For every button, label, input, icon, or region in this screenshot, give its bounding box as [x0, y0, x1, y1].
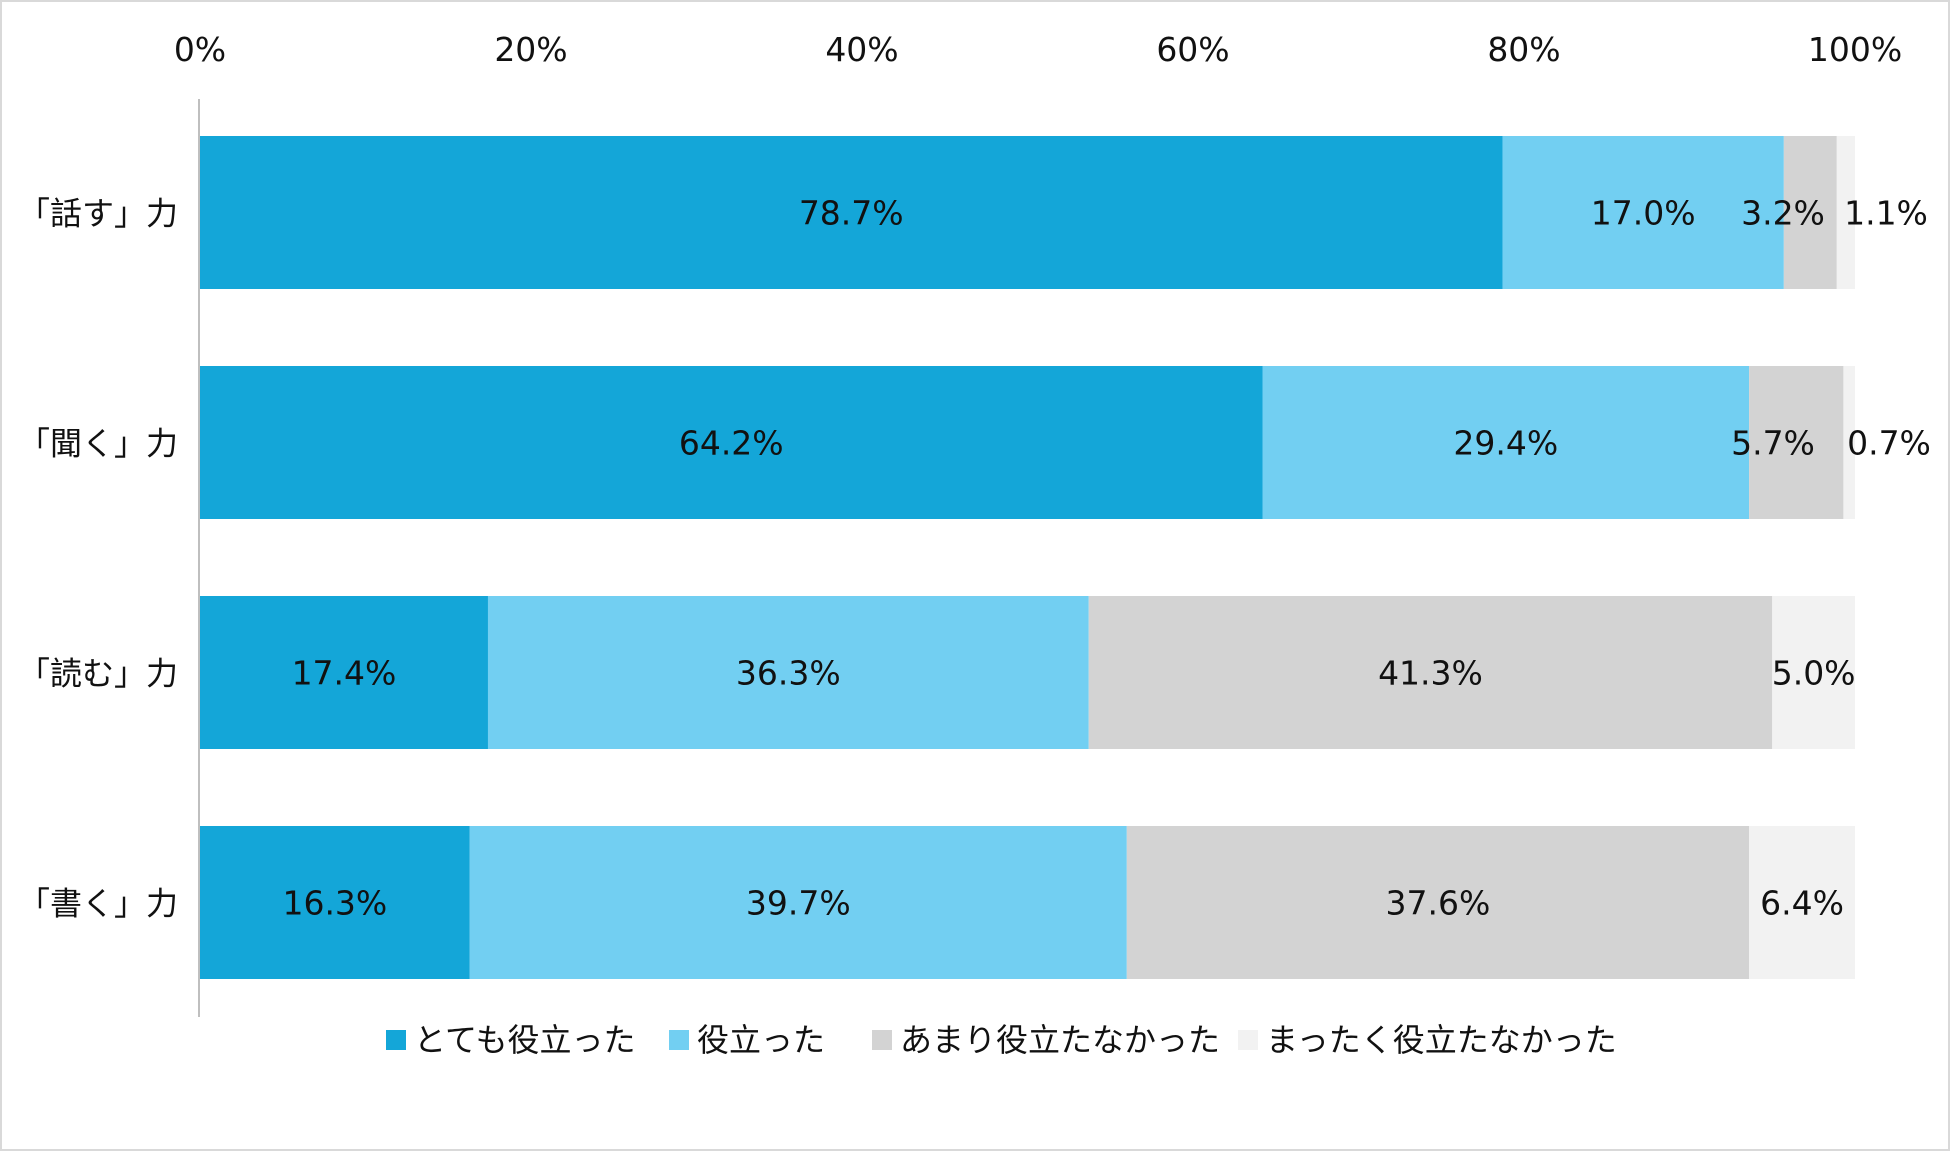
legend-swatch — [872, 1030, 892, 1050]
data-label: 3.2% — [1741, 194, 1825, 233]
data-label: 37.6% — [1386, 884, 1491, 923]
data-label: 41.3% — [1378, 654, 1483, 693]
bar-segment — [1126, 826, 1750, 979]
bar-segment — [200, 136, 1503, 289]
x-tick-label: 20% — [494, 30, 567, 69]
bar-segment — [200, 826, 470, 979]
data-label: 6.4% — [1760, 884, 1844, 923]
x-tick-label: 40% — [825, 30, 898, 69]
bar-segment — [1502, 136, 1784, 289]
bar-segment — [1772, 596, 1855, 749]
category-label: 「話す」力 — [18, 195, 178, 233]
data-label: 64.2% — [679, 424, 784, 463]
x-tick-label: 80% — [1487, 30, 1560, 69]
bar-segment — [1262, 366, 1750, 519]
category-label: 「聞く」力 — [18, 425, 178, 463]
bar-segment — [200, 596, 488, 749]
data-label: 5.7% — [1731, 424, 1815, 463]
bar-segment — [1836, 136, 1855, 289]
data-label: 36.3% — [736, 654, 841, 693]
legend-label: 役立った — [697, 1021, 825, 1059]
data-label: 17.4% — [292, 654, 397, 693]
legend-swatch — [1238, 1030, 1258, 1050]
x-tick-label: 60% — [1156, 30, 1229, 69]
legend-label: あまり役立たなかった — [900, 1021, 1220, 1059]
bar-segment — [1843, 366, 1855, 519]
data-label: 39.7% — [746, 884, 851, 923]
data-label: 78.7% — [799, 194, 904, 233]
legend-label: とても役立った — [414, 1021, 635, 1059]
category-label: 「読む」力 — [18, 655, 178, 693]
bar-segment — [1749, 826, 1855, 979]
legend-swatch — [386, 1030, 406, 1050]
legend-label: まったく役立たなかった — [1266, 1021, 1617, 1059]
data-label: 29.4% — [1453, 424, 1558, 463]
data-label: 0.7% — [1847, 424, 1931, 463]
bar-segment — [200, 366, 1263, 519]
bar-segment — [1783, 136, 1837, 289]
bar-segment — [1088, 596, 1773, 749]
bar-segment — [487, 596, 1089, 749]
legend-swatch — [669, 1030, 689, 1050]
x-tick-label: 0% — [174, 30, 226, 69]
data-label: 17.0% — [1591, 194, 1696, 233]
data-label: 16.3% — [282, 884, 387, 923]
data-label: 1.1% — [1844, 194, 1928, 233]
x-tick-label: 100% — [1808, 30, 1902, 69]
bar-segment — [1749, 366, 1844, 519]
category-label: 「書く」力 — [18, 885, 178, 923]
bar-segment — [469, 826, 1127, 979]
data-label: 5.0% — [1772, 654, 1856, 693]
